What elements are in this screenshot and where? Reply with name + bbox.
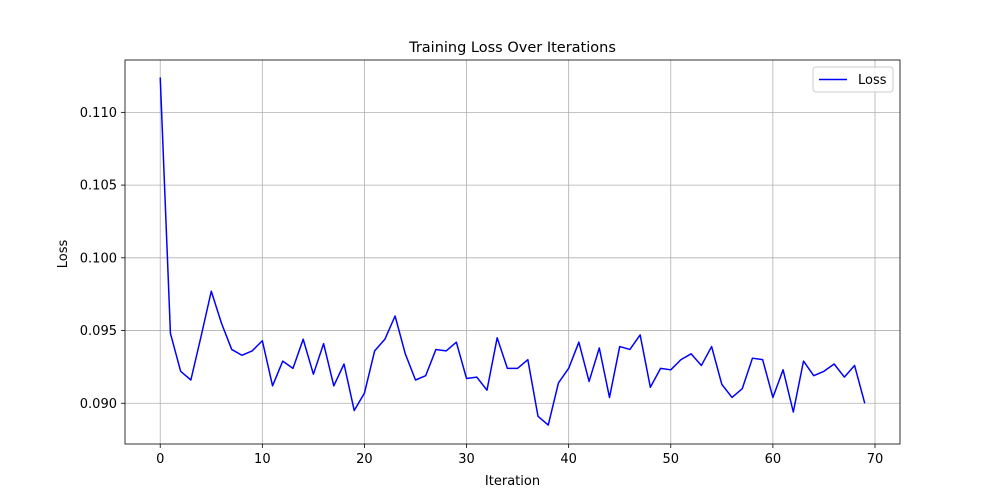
x-tick-label: 50 <box>662 452 679 467</box>
x-tick-label: 40 <box>560 452 577 467</box>
grid-lines <box>125 60 900 444</box>
y-axis-ticks: 0.090 0.095 0.100 0.105 0.110 <box>80 106 125 412</box>
y-tick-label: 0.105 <box>80 179 117 194</box>
legend: Loss <box>812 66 894 93</box>
chart-title: Training Loss Over Iterations <box>408 40 616 56</box>
legend-label: Loss <box>858 73 887 88</box>
x-axis-label: Iteration <box>485 474 540 489</box>
plot-frame <box>124 59 901 445</box>
legend-box <box>812 66 894 93</box>
x-tick-label: 10 <box>254 452 271 467</box>
x-tick-label: 30 <box>458 452 475 467</box>
x-tick-label: 60 <box>765 452 782 467</box>
x-axis-ticks: 0 10 20 30 40 50 60 70 <box>156 444 883 467</box>
loss-series-line <box>159 77 866 426</box>
x-tick-label: 70 <box>867 452 884 467</box>
x-tick-label: 0 <box>156 452 164 467</box>
x-tick-label: 20 <box>356 452 373 467</box>
y-axis-label: Loss <box>56 240 71 269</box>
y-tick-label: 0.090 <box>80 397 117 412</box>
y-tick-label: 0.100 <box>80 251 117 266</box>
y-tick-label: 0.110 <box>80 106 117 121</box>
y-tick-label: 0.095 <box>80 324 117 339</box>
